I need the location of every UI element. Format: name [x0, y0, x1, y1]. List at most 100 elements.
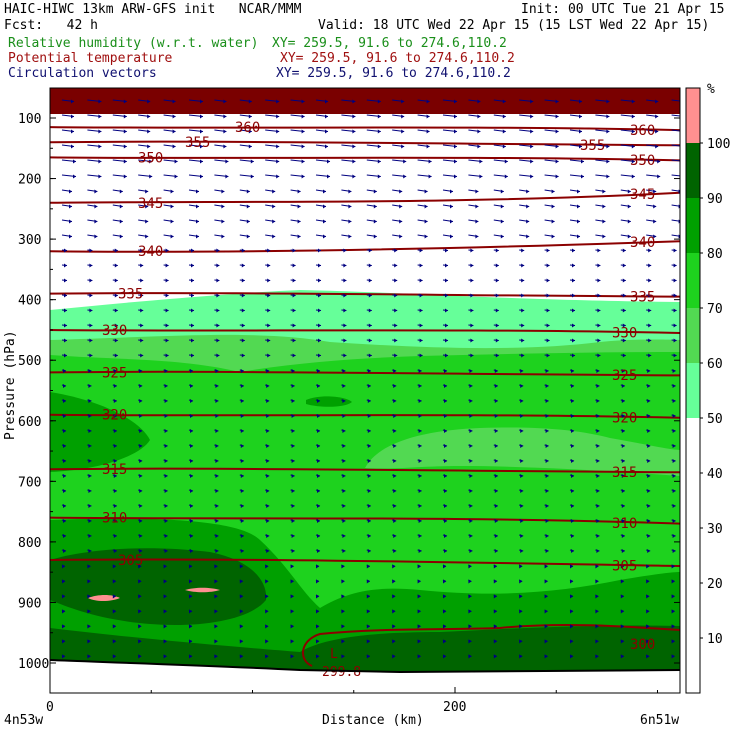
theta-label-right: 315 — [612, 465, 637, 481]
vector-head — [200, 114, 203, 119]
vector-head — [367, 429, 371, 433]
vector-head — [596, 429, 600, 433]
vector-head — [367, 444, 371, 448]
vector-head — [98, 129, 102, 134]
vector-head — [672, 414, 676, 418]
vector-head — [215, 399, 219, 403]
vector-head — [139, 489, 143, 493]
vector-head — [290, 624, 294, 629]
vector-head — [239, 639, 243, 644]
vector-head — [240, 429, 244, 433]
vector-head — [170, 234, 174, 239]
vector-head — [418, 489, 422, 493]
vector-head — [620, 579, 624, 584]
vector-head — [469, 549, 473, 553]
vector-head — [317, 549, 320, 553]
vector-head — [87, 654, 91, 659]
vector-head — [215, 549, 219, 553]
vector-head — [500, 189, 504, 194]
vector-head — [163, 624, 167, 629]
vector-head — [241, 293, 245, 298]
vector-head — [71, 144, 74, 149]
vector-head — [494, 384, 498, 388]
vector-head — [87, 594, 91, 599]
vector-head — [325, 144, 328, 149]
vector-head — [139, 519, 143, 523]
vector-head — [145, 219, 149, 224]
vector-head — [292, 293, 296, 298]
vector-head — [164, 429, 168, 433]
vector-head — [88, 384, 92, 388]
vector-head — [266, 369, 270, 373]
vector-head — [520, 444, 524, 448]
vector-head — [248, 129, 252, 134]
vector-head — [596, 504, 600, 508]
vector-head — [119, 234, 123, 239]
vector-head — [646, 594, 650, 599]
vector-head — [145, 204, 149, 209]
vector-head — [368, 323, 372, 328]
vector-head — [502, 144, 506, 149]
vector-head — [648, 293, 652, 298]
vector-head — [113, 444, 117, 448]
colorbar-segment — [686, 363, 700, 418]
vector-head — [323, 234, 326, 239]
vector-head — [545, 429, 549, 433]
vector-head — [88, 429, 92, 433]
vector-head — [520, 489, 524, 493]
vector-head — [71, 99, 74, 104]
vector-head — [140, 323, 144, 328]
vector-head — [596, 444, 600, 448]
init-time: Init: 00 UTC Tue 21 Apr 15 — [521, 2, 725, 17]
vector-head — [596, 474, 600, 478]
vector-head — [164, 414, 168, 418]
vector-head — [530, 129, 534, 134]
vector-head — [521, 308, 525, 313]
vector-head — [291, 429, 295, 433]
field-theta-xy: XY= 259.5, 91.6 to 274.6,110.2 — [280, 51, 515, 66]
vector-head — [164, 489, 168, 493]
vector-head — [62, 594, 65, 599]
theta-label-right: 300 — [630, 637, 655, 653]
vector-head — [119, 204, 123, 209]
vector-head — [291, 369, 295, 373]
vector-head — [267, 293, 271, 298]
vector-head — [621, 474, 625, 478]
vector-head — [394, 308, 398, 313]
vector-head — [240, 519, 244, 523]
vector-head — [572, 248, 575, 253]
vector-head — [445, 323, 448, 328]
vector-head — [450, 204, 453, 209]
vector-head — [267, 323, 271, 328]
vector-head — [399, 219, 403, 224]
vector-head — [239, 594, 243, 599]
vector-head — [343, 278, 347, 283]
vector-head — [317, 369, 320, 373]
vector-head — [671, 654, 675, 659]
vector-head — [417, 624, 421, 629]
vector-head — [622, 308, 626, 313]
vector-head — [112, 639, 116, 644]
vector-head — [64, 338, 67, 343]
vector-head — [266, 489, 270, 493]
vector-head — [418, 459, 422, 463]
vector-head — [671, 624, 675, 629]
vector-head — [377, 114, 381, 119]
vector-head — [494, 369, 498, 373]
vector-head — [579, 129, 582, 134]
vector-head — [301, 99, 305, 104]
vector-head — [112, 609, 116, 614]
vector-head — [377, 99, 381, 104]
vector-head — [191, 353, 194, 358]
vector-head — [62, 564, 65, 569]
vector-head — [223, 129, 227, 134]
vector-head — [545, 504, 549, 508]
vector-head — [342, 534, 346, 538]
vector-head — [469, 399, 473, 403]
vector-head — [477, 144, 481, 149]
theta-label-left: 350 — [138, 150, 163, 166]
vector-head — [316, 564, 319, 569]
vector-head — [63, 459, 66, 463]
vector-head — [475, 204, 479, 209]
vector-head — [265, 654, 269, 659]
